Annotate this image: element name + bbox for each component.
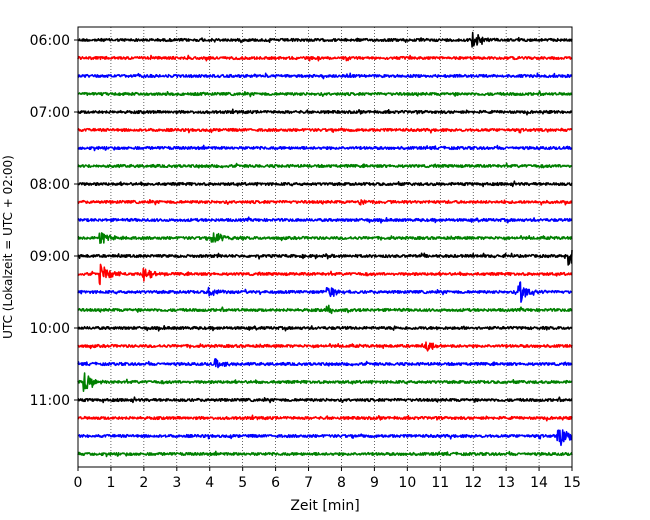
x-tick-label: 15 bbox=[563, 475, 581, 491]
x-axis-ticks: 0 1 2 3 4 5 6 7 8 9 10 11 12 13 14 15 bbox=[74, 467, 581, 491]
plot-frame bbox=[77, 26, 573, 468]
x-tick-label: 5 bbox=[238, 475, 247, 491]
x-tick-label: 13 bbox=[497, 475, 515, 491]
trace-group bbox=[77, 31, 573, 458]
y-tick-label: 11:00 bbox=[30, 393, 70, 409]
x-tick-label: 10 bbox=[398, 475, 416, 491]
seismic-trace-0915 bbox=[77, 263, 573, 286]
seismic-trace-1000 bbox=[77, 325, 573, 332]
seismic-trace-1145 bbox=[77, 450, 573, 458]
vertical-grid bbox=[110, 27, 540, 467]
seismic-trace-0600 bbox=[77, 31, 573, 48]
seismic-trace-1130 bbox=[77, 429, 573, 447]
seismic-trace-0800 bbox=[77, 180, 573, 188]
x-tick-label: 6 bbox=[271, 475, 280, 491]
seismic-trace-0645 bbox=[77, 90, 573, 98]
seismic-trace-0930 bbox=[77, 281, 573, 303]
x-axis-label: Zeit [min] bbox=[290, 498, 359, 514]
x-tick-label: 1 bbox=[106, 475, 115, 491]
seismic-trace-1045 bbox=[77, 372, 573, 392]
seismic-trace-1115 bbox=[77, 414, 573, 422]
x-tick-label: 0 bbox=[74, 475, 83, 491]
seismic-trace-0830 bbox=[77, 216, 573, 224]
seismic-trace-0615 bbox=[77, 54, 573, 62]
seismic-trace-0630 bbox=[77, 72, 573, 80]
seismic-trace-0945 bbox=[77, 304, 573, 315]
x-tick-label: 12 bbox=[464, 475, 482, 491]
y-tick-label: 09:00 bbox=[30, 249, 70, 265]
y-tick-label: 10:00 bbox=[30, 321, 70, 337]
x-tick-label: 7 bbox=[304, 475, 313, 491]
y-tick-label: 08:00 bbox=[30, 177, 70, 193]
x-tick-label: 14 bbox=[530, 475, 548, 491]
x-tick-label: 2 bbox=[139, 475, 148, 491]
x-tick-label: 8 bbox=[337, 475, 346, 491]
x-tick-label: 9 bbox=[370, 475, 379, 491]
seismic-trace-0845 bbox=[77, 232, 573, 244]
seismic-trace-0815 bbox=[77, 199, 573, 206]
y-tick-label: 07:00 bbox=[30, 105, 70, 121]
seismic-trace-1030 bbox=[77, 358, 573, 369]
seismic-trace-1100 bbox=[77, 396, 573, 404]
y-tick-label: 06:00 bbox=[30, 33, 70, 49]
y-axis-label: UTC (Lokalzeit = UTC + 02:00) bbox=[1, 155, 15, 339]
x-tick-label: 3 bbox=[172, 475, 181, 491]
seismic-trace-0700 bbox=[77, 108, 573, 116]
seismic-trace-0715 bbox=[77, 127, 573, 134]
seismic-trace-0900 bbox=[77, 249, 573, 266]
x-tick-label: 4 bbox=[205, 475, 214, 491]
x-tick-label: 11 bbox=[431, 475, 449, 491]
seismic-trace-0730 bbox=[77, 144, 573, 152]
seismic-trace-0745 bbox=[77, 162, 573, 169]
y-axis-ticks: 06:00 07:00 08:00 09:00 10:00 11:00 bbox=[30, 33, 78, 409]
seismic-trace-1015 bbox=[77, 341, 573, 352]
